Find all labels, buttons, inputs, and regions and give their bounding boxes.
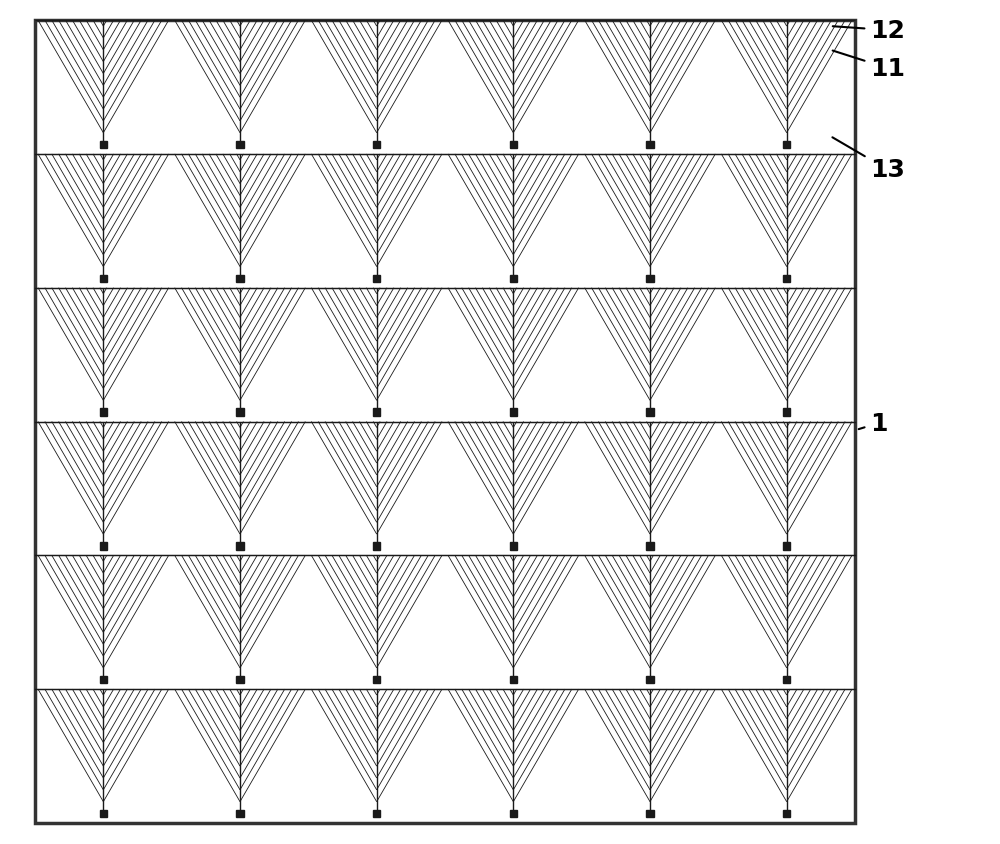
Bar [373,275,380,283]
Bar [35,21,855,823]
Bar [783,810,790,817]
Bar [510,810,517,817]
Bar [236,810,244,817]
Bar [646,142,654,149]
Bar [373,676,380,684]
Text: 1: 1 [859,412,888,436]
Bar [236,543,244,550]
Bar [510,409,517,416]
Bar [236,676,244,684]
Bar [510,676,517,684]
Bar [373,543,380,550]
Bar [646,810,654,817]
Bar [100,676,107,684]
Bar [783,142,790,149]
Bar [783,676,790,684]
Bar [100,810,107,817]
Text: 11: 11 [833,51,905,81]
Bar [646,543,654,550]
Bar [510,142,517,149]
Bar [100,142,107,149]
Bar [510,275,517,283]
Bar [510,543,517,550]
Bar [236,275,244,283]
Bar [236,142,244,149]
Text: 12: 12 [833,19,905,43]
Bar [100,409,107,416]
Bar [646,275,654,283]
Bar [783,543,790,550]
Bar [100,543,107,550]
Bar [783,275,790,283]
Bar [646,676,654,684]
Bar [783,409,790,416]
Bar [100,275,107,283]
Bar [236,409,244,416]
Text: 13: 13 [832,138,905,182]
Bar [646,409,654,416]
Bar [373,409,380,416]
Bar [373,810,380,817]
Bar [373,142,380,149]
